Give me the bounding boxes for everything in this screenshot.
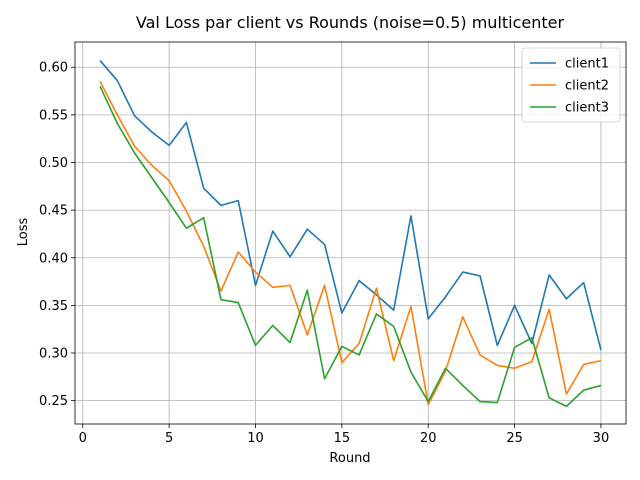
x-tick-label: 10 bbox=[247, 431, 264, 446]
x-axis-label: Round bbox=[329, 451, 370, 466]
series-lines bbox=[99, 60, 602, 408]
legend: client1 client2 client3 bbox=[521, 47, 621, 123]
y-tick-label: 0.30 bbox=[39, 347, 68, 362]
x-tick-label: 30 bbox=[593, 431, 610, 446]
legend-label-client3: client3 bbox=[565, 101, 609, 116]
x-tick-label: 0 bbox=[79, 431, 87, 446]
legend-box bbox=[521, 47, 621, 123]
series-line-client3 bbox=[99, 85, 602, 408]
plot-area-frame bbox=[74, 41, 627, 425]
y-tick-label: 0.35 bbox=[39, 299, 68, 314]
y-tick-label: 0.55 bbox=[39, 108, 68, 123]
y-tick-label: 0.50 bbox=[39, 156, 68, 171]
x-tick-label: 25 bbox=[506, 431, 523, 446]
y-tick-label: 0.40 bbox=[39, 251, 68, 266]
x-axis-ticks: 0 5 10 15 20 25 30 bbox=[79, 424, 610, 446]
series-line-client2 bbox=[99, 81, 602, 406]
y-tick-label: 0.45 bbox=[39, 204, 68, 219]
x-tick-label: 5 bbox=[165, 431, 173, 446]
grid bbox=[75, 42, 626, 424]
x-tick-label: 15 bbox=[334, 431, 351, 446]
y-axis-ticks: 0.25 0.30 0.35 0.40 0.45 0.50 0.55 0.60 bbox=[39, 61, 75, 409]
series-line-client1 bbox=[99, 60, 602, 351]
legend-label-client1: client1 bbox=[565, 57, 609, 72]
y-axis-label: Loss bbox=[16, 218, 31, 247]
y-tick-label: 0.60 bbox=[39, 61, 68, 76]
legend-label-client2: client2 bbox=[565, 79, 609, 94]
chart-title: Val Loss par client vs Rounds (noise=0.5… bbox=[136, 13, 565, 32]
y-tick-label: 0.25 bbox=[39, 394, 68, 409]
x-tick-label: 20 bbox=[420, 431, 437, 446]
